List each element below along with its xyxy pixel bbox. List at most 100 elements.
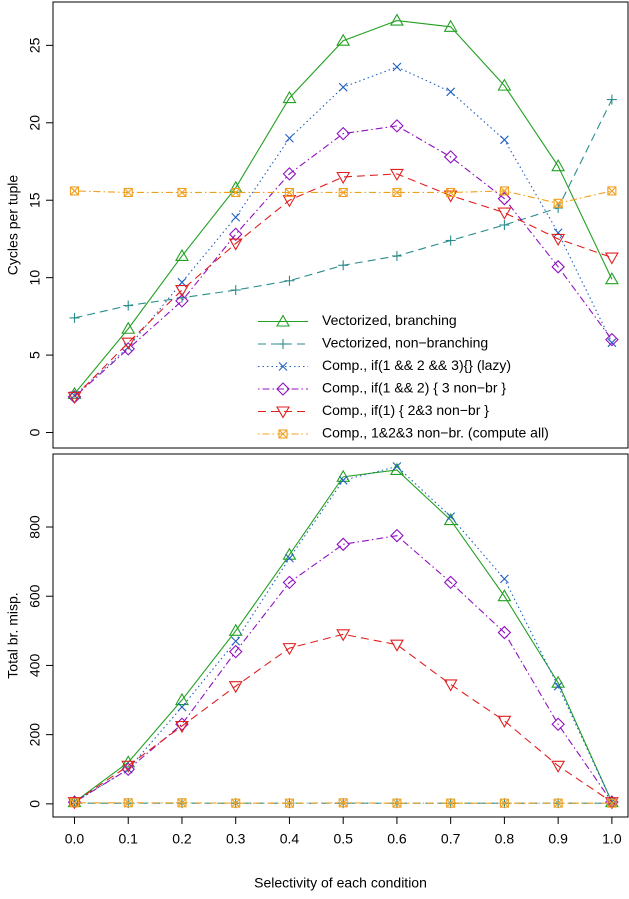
marker (228, 623, 243, 636)
marker-shape (282, 90, 297, 104)
marker (67, 797, 82, 810)
marker-stroke (278, 362, 288, 371)
y-axis-label: Cycles per tuple (5, 175, 21, 276)
marker (177, 702, 187, 712)
legend-marker (278, 362, 288, 371)
y-tick-label: 400 (27, 654, 43, 678)
marker-shape (336, 171, 351, 185)
x-axis-label: Selectivity of each condition (254, 875, 427, 891)
marker (121, 321, 136, 334)
marker-shape (497, 191, 512, 206)
marker (285, 553, 294, 563)
marker-stroke (285, 133, 294, 143)
x-tick-label: 0.8 (495, 831, 515, 847)
legend-marker (278, 429, 288, 439)
marker-stroke (446, 87, 456, 97)
marker (175, 248, 189, 262)
marker (604, 272, 619, 285)
marker-stroke (177, 702, 187, 712)
x-tick-label: 0.0 (65, 831, 85, 847)
legend-marker (276, 314, 290, 327)
marker-shape (336, 33, 351, 46)
marker (499, 186, 509, 196)
marker-stroke (446, 798, 456, 808)
marker (282, 643, 297, 656)
marker-shape (499, 798, 509, 808)
marker-shape (604, 252, 619, 265)
marker-stroke (231, 212, 241, 222)
marker-shape (443, 150, 458, 164)
series-line (74, 20, 613, 395)
marker-shape (499, 186, 509, 196)
marker (69, 186, 80, 196)
x-tick-label: 0.1 (118, 831, 138, 847)
marker-shape (175, 717, 189, 732)
marker (605, 332, 619, 347)
marker (121, 337, 136, 350)
marker (499, 220, 510, 230)
x-tick-label: 0.6 (387, 831, 407, 847)
marker (123, 187, 133, 198)
y-tick-label: 5 (27, 351, 43, 359)
x-tick-label: 0.5 (333, 831, 353, 847)
marker (175, 717, 189, 732)
marker-shape (390, 119, 404, 133)
marker (389, 462, 404, 475)
marker-stroke (123, 798, 133, 808)
marker (446, 87, 456, 97)
marker-shape (551, 760, 566, 773)
marker (336, 126, 350, 141)
marker-shape (228, 238, 243, 251)
marker-shape (175, 284, 189, 298)
marker (551, 717, 565, 732)
marker (177, 798, 187, 808)
marker-shape (228, 227, 243, 242)
marker (284, 798, 294, 808)
marker-shape (390, 528, 404, 543)
marker-shape (551, 675, 566, 688)
marker-shape (67, 391, 82, 405)
y-tick-label: 0 (27, 800, 43, 808)
series-line (74, 633, 613, 803)
marker (67, 391, 82, 405)
marker (338, 260, 349, 271)
legend-label: Comp., if(1) { 2&3 non−br } (322, 402, 489, 418)
marker-shape (69, 798, 80, 808)
marker (389, 168, 404, 182)
marker (69, 312, 80, 323)
series-line (74, 99, 613, 319)
marker (282, 195, 297, 208)
marker (338, 82, 348, 92)
marker-shape (607, 798, 617, 808)
marker-stroke (70, 186, 79, 196)
marker-stroke (177, 188, 187, 197)
marker-shape (175, 692, 189, 706)
marker (446, 187, 456, 198)
marker (551, 675, 566, 688)
marker-stroke (392, 188, 402, 197)
marker-stroke (231, 188, 241, 197)
x-tick-label: 0.9 (548, 831, 568, 847)
marker (446, 798, 456, 808)
y-tick-label: 20 (27, 115, 43, 131)
marker (336, 171, 351, 185)
marker-shape (497, 625, 512, 640)
y-tick-label: 15 (27, 192, 43, 208)
marker (497, 589, 512, 602)
marker-shape (443, 575, 458, 590)
marker (336, 629, 351, 642)
legend-label: Comp., if(1 && 2) { 3 non−br } (322, 380, 506, 396)
x-tick-label: 0.2 (172, 831, 192, 847)
plot-frame (52, 1, 629, 449)
marker-shape (604, 272, 619, 285)
marker (391, 250, 402, 261)
marker (445, 235, 456, 246)
marker-shape (123, 187, 133, 198)
x-tick-label: 0.7 (441, 831, 461, 847)
marker (551, 233, 566, 247)
marker (123, 798, 133, 808)
marker-shape (551, 159, 566, 172)
marker-shape (497, 715, 512, 728)
marker (284, 187, 294, 198)
marker (551, 260, 565, 274)
